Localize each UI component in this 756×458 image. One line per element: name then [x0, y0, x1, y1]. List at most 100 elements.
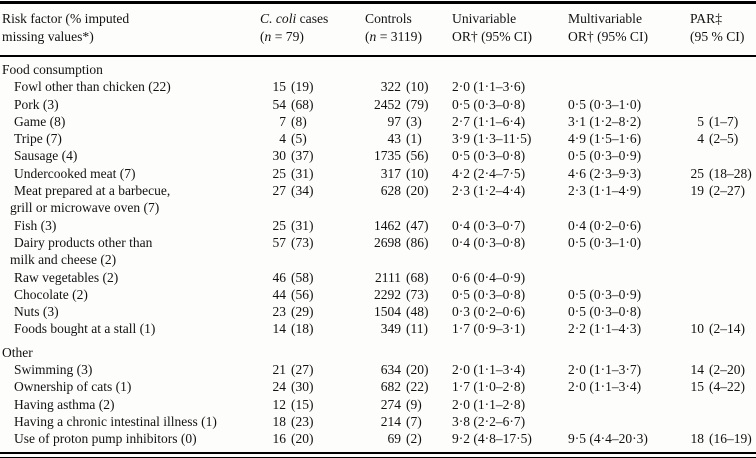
table-row: Tripe (7) 4 (5) 43 (1) 3·9 (1·3–11·5) 4·9 … — [0, 130, 756, 147]
controls-n-italic: n — [369, 29, 377, 44]
cell-par — [686, 286, 756, 303]
cell-par: 5 (1–7) — [686, 113, 756, 130]
risk-factor-label: Game (8) — [14, 113, 66, 129]
cell-cases: 54 (68) — [258, 96, 361, 113]
par-ci: (2–20) — [709, 362, 745, 378]
cell-univariable-or: 4·2 (2·4–7·5) — [452, 165, 526, 181]
cases-count: 18 — [272, 413, 287, 429]
cell-cases: 30 (37) — [258, 147, 361, 164]
cell-univariable-or: 0·4 (0·3–0·7) — [452, 217, 526, 233]
cell-risk-factor: Tripe (7) — [0, 130, 258, 147]
cases-percent: (30) — [291, 379, 314, 395]
table-row: Having a chronic intestinal illness (1) … — [0, 413, 756, 430]
risk-factor-label: Pork (3) — [14, 96, 59, 112]
section-row: Other — [0, 344, 756, 361]
header-separator-rule — [0, 55, 756, 57]
controls-percent: (1) — [406, 131, 422, 147]
header-par: PAR‡ (95 % CI) — [686, 10, 756, 46]
table-row: Fish (3) 25 (31) 1462 (47) 0·4 (0·3–0·7) 0… — [0, 217, 756, 234]
header-par-line1: PAR‡ — [690, 11, 722, 26]
cell-controls: 214 (7) — [361, 413, 448, 430]
cases-percent: (31) — [291, 165, 314, 181]
cell-univariable-or: 3·8 (2·2–6·7) — [452, 413, 526, 429]
controls-percent: (3) — [406, 113, 422, 129]
header-risk-factor-line2: missing values*) — [2, 29, 94, 44]
cell-par: 25 (18–28) — [686, 165, 756, 182]
controls-count: 682 — [380, 379, 401, 395]
cell-cases: 21 (27) — [258, 361, 361, 378]
risk-factor-label: Use of proton pump inhibitors (0) — [14, 431, 197, 447]
cell-par: 4 (2–5) — [686, 130, 756, 147]
par-value: 10 — [690, 321, 705, 337]
section-row: Food consumption — [0, 61, 756, 78]
header-par-line2: (95 % CI) — [690, 29, 745, 44]
controls-percent: (47) — [406, 217, 429, 233]
risk-factor-label: Having a chronic intestinal illness (1) — [14, 413, 217, 429]
cell-par: 14 (2–20) — [686, 361, 756, 378]
cell-risk-factor: Fowl other than chicken (22) — [0, 78, 258, 95]
risk-factor-label-line2: grill or microwave oven (7) — [10, 200, 160, 216]
risk-factor-label: Meat prepared at a barbecue, — [14, 183, 171, 199]
cases-count: 14 — [272, 321, 287, 337]
controls-count: 634 — [380, 362, 401, 378]
cell-univariable-or: 0·6 (0·4–0·9) — [452, 269, 526, 285]
par-value: 15 — [690, 379, 705, 395]
table-row: Sausage (4) 30 (37) 1735 (56) 0·5 (0·3–0·8… — [0, 147, 756, 164]
par-value: 5 — [697, 113, 704, 129]
cases-count: 25 — [272, 165, 287, 181]
cell-controls: 2452 (79) — [361, 96, 448, 113]
cell-par — [686, 78, 756, 95]
par-value: 18 — [690, 431, 705, 447]
cell-controls: 2292 (73) — [361, 286, 448, 303]
cases-percent: (58) — [291, 269, 314, 285]
cell-risk-factor: Nuts (3) — [0, 303, 258, 320]
cell-univariable-or: 2·0 (1·1–3·4) — [452, 362, 526, 378]
cases-count: 44 — [272, 286, 287, 302]
cell-risk-factor: Game (8) — [0, 113, 258, 130]
table-top-rule — [0, 1, 756, 4]
risk-factor-label-line2: milk and cheese (2) — [10, 252, 117, 268]
cell-univariable-or: 3·9 (1·3–11·5) — [452, 131, 532, 147]
cases-percent: (56) — [291, 286, 314, 302]
controls-percent: (11) — [406, 321, 428, 337]
cell-par: 18 (16–19) — [686, 430, 756, 447]
cases-count: 54 — [272, 96, 287, 112]
cell-multivariable-or: 0·5 (0·3–0·9) — [568, 148, 642, 164]
par-value: 14 — [690, 362, 705, 378]
cell-cases: 4 (5) — [258, 130, 361, 147]
cell-multivariable-or: 0·5 (0·3–1·0) — [568, 96, 642, 112]
cell-controls: 43 (1) — [361, 130, 448, 147]
cell-univariable-or: 0·4 (0·3–0·8) — [452, 234, 526, 250]
cases-count: 30 — [272, 148, 287, 164]
controls-percent: (10) — [406, 79, 429, 95]
cases-n-italic: n — [264, 29, 272, 44]
cell-risk-factor: Having a chronic intestinal illness (1) — [0, 413, 258, 430]
cell-risk-factor: Fish (3) — [0, 217, 258, 234]
controls-count: 2452 — [374, 96, 401, 112]
header-cases-line2: (n = 79) — [260, 28, 361, 46]
cases-count: 25 — [272, 217, 287, 233]
controls-count: 628 — [380, 183, 401, 199]
cell-multivariable-or — [564, 269, 686, 286]
cell-controls: 97 (3) — [361, 113, 448, 130]
controls-count: 1504 — [374, 304, 401, 320]
cases-count: 46 — [272, 269, 287, 285]
risk-factor-label: Raw vegetables (2) — [14, 269, 119, 285]
table-body: Food consumption Fowl other than chicken… — [0, 57, 756, 448]
cell-cases: 46 (58) — [258, 269, 361, 286]
cell-cases: 25 (31) — [258, 165, 361, 182]
cases-count: 57 — [272, 234, 287, 250]
cell-multivariable-or: 0·5 (0·3–0·9) — [568, 286, 642, 302]
controls-count: 2292 — [374, 286, 401, 302]
controls-count: 69 — [387, 431, 402, 447]
cases-percent: (37) — [291, 148, 314, 164]
par-ci: (16–19) — [709, 431, 752, 447]
controls-percent: (7) — [406, 413, 422, 429]
cases-percent: (20) — [291, 431, 314, 447]
controls-n-open-paren: ( — [365, 29, 370, 44]
cases-percent: (5) — [291, 131, 307, 147]
cases-count: 21 — [272, 362, 287, 378]
cell-cases: 14 (18) — [258, 320, 361, 337]
controls-count: 2698 — [374, 234, 401, 250]
header-risk-factor-line1: Risk factor (% imputed — [2, 11, 130, 26]
